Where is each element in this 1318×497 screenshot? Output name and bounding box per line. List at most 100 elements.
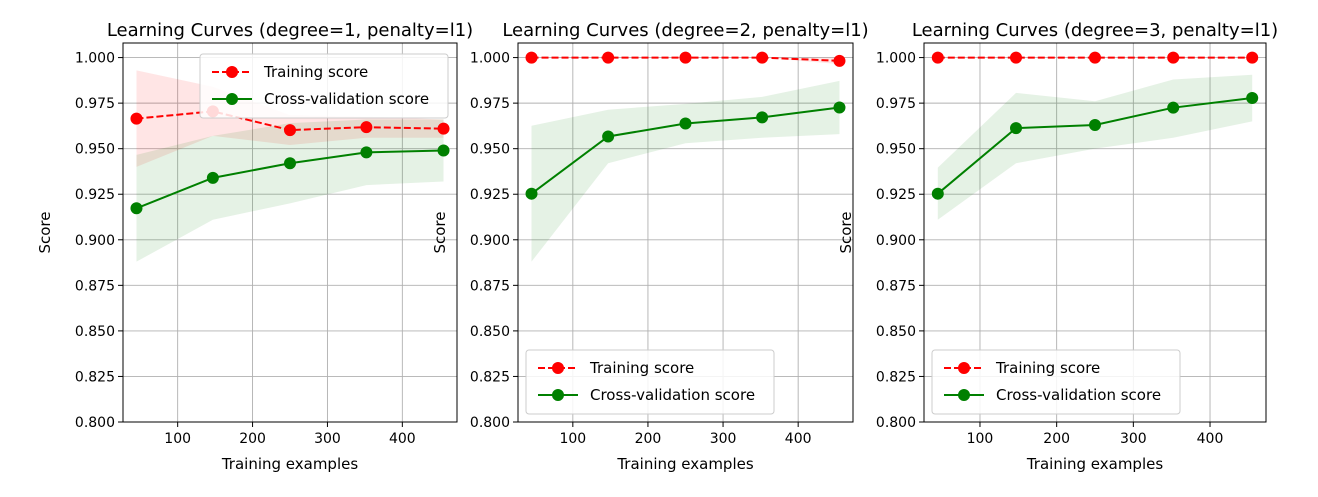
- confidence-band-cv: [937, 74, 1253, 220]
- confidence-band-training: [531, 57, 840, 65]
- y-tick-label: 0.950: [75, 142, 115, 158]
- chart-title: Learning Curves (degree=3, penalty=l1): [912, 20, 1278, 41]
- y-tick-label: 0.800: [75, 415, 115, 431]
- data-point-cv: [284, 157, 296, 170]
- legend: Training score Cross-validation score: [525, 349, 775, 415]
- data-point-training: [1010, 51, 1023, 64]
- data-point-training: [284, 124, 296, 137]
- data-point-training: [756, 51, 769, 64]
- data-point-training: [437, 122, 450, 135]
- legend: Training score Cross-validation score: [931, 349, 1181, 415]
- data-point-training: [833, 54, 846, 67]
- chart-panel-3: 100 200 300 400 0.800 0.825 0.850 0.875 0.900 0.9…: [837, 20, 1278, 473]
- data-point-cv: [679, 117, 692, 130]
- y-tick-label: 1.000: [470, 51, 510, 67]
- x-axis-label: Training examples: [616, 455, 754, 473]
- x-tick-label: 300: [710, 431, 737, 447]
- legend-marker-training: [552, 362, 564, 374]
- legend-marker-training: [958, 362, 970, 374]
- legend: Training score Cross-validation score: [199, 53, 449, 119]
- axes-frame: [122, 42, 458, 423]
- data-point-cv: [756, 111, 769, 124]
- chart-panel-1: 100 200 300 400 0.800 0.825 0.850 0.875 0.900 0.9…: [36, 20, 473, 473]
- y-tick-label: 0.850: [75, 324, 115, 340]
- legend-label-cv: Cross-validation score: [264, 90, 429, 108]
- y-tick-label: 0.900: [470, 233, 510, 249]
- legend-marker-cv: [958, 389, 970, 401]
- legend-label-training: Training score: [589, 359, 694, 377]
- x-tick-label: 200: [239, 431, 266, 447]
- confidence-band-cv: [531, 80, 840, 262]
- data-point-cv: [1010, 122, 1023, 135]
- x-tick-label: 200: [1043, 431, 1070, 447]
- data-point-cv: [931, 187, 944, 200]
- y-tick-label: 1.000: [75, 51, 115, 67]
- x-tick-label: 400: [785, 431, 812, 447]
- data-point-training: [1089, 51, 1101, 64]
- y-tick-label: 0.900: [75, 233, 115, 249]
- y-axis-label: Score: [431, 211, 449, 253]
- y-tick-label: 0.850: [876, 324, 916, 340]
- chart-title: Learning Curves (degree=2, penalty=l1): [502, 20, 868, 41]
- legend-box: [525, 349, 775, 415]
- legend-marker-cv: [552, 389, 564, 401]
- y-tick-label: 0.825: [470, 369, 510, 385]
- y-tick-label: 0.875: [470, 278, 510, 294]
- data-point-training: [931, 51, 944, 64]
- legend-marker-cv: [226, 93, 238, 105]
- axes-frame: [923, 42, 1267, 423]
- x-tick-label: 300: [1120, 431, 1147, 447]
- legend-label-training: Training score: [995, 359, 1100, 377]
- x-tick-label: 300: [314, 431, 341, 447]
- x-tick-label: 100: [164, 431, 191, 447]
- y-tick-label: 0.975: [876, 96, 916, 112]
- y-tick-label: 0.800: [876, 415, 916, 431]
- data-point-cv: [833, 101, 846, 114]
- legend-label-training: Training score: [263, 63, 368, 81]
- data-point-cv: [360, 146, 373, 159]
- y-tick-label: 0.825: [876, 369, 916, 385]
- x-axis-label: Training examples: [221, 455, 359, 473]
- axes-frame: [517, 42, 854, 423]
- y-tick-label: 0.900: [876, 233, 916, 249]
- data-point-training: [1167, 51, 1180, 64]
- data-point-training: [679, 51, 692, 64]
- x-tick-label: 400: [389, 431, 416, 447]
- data-point-cv: [130, 202, 143, 215]
- x-tick-label: 200: [635, 431, 662, 447]
- y-tick-label: 0.800: [470, 415, 510, 431]
- y-tick-label: 0.875: [75, 278, 115, 294]
- data-point-cv: [206, 171, 219, 184]
- y-tick-label: 0.875: [876, 278, 916, 294]
- x-tick-label: 100: [967, 431, 994, 447]
- data-point-training: [1246, 51, 1259, 64]
- data-point-cv: [1246, 92, 1259, 105]
- y-tick-label: 0.950: [876, 142, 916, 158]
- legend-box: [199, 53, 449, 119]
- x-tick-label: 100: [559, 431, 586, 447]
- data-point-cv: [437, 144, 450, 157]
- y-tick-label: 0.850: [470, 324, 510, 340]
- y-tick-label: 0.925: [75, 187, 115, 203]
- legend-marker-training: [226, 66, 238, 78]
- chart-panel-2: 100 200 300 400 0.800 0.825 0.850 0.875 0.900 0.9…: [431, 20, 869, 473]
- data-point-cv: [602, 130, 615, 143]
- data-point-training: [130, 112, 143, 125]
- data-point-cv: [1089, 118, 1101, 131]
- y-tick-label: 0.925: [876, 187, 916, 203]
- data-point-cv: [1167, 101, 1180, 114]
- y-tick-label: 1.000: [876, 51, 916, 67]
- chart-title: Learning Curves (degree=1, penalty=l1): [107, 20, 473, 41]
- x-tick-label: 400: [1197, 431, 1224, 447]
- legend-box: [931, 349, 1181, 415]
- data-point-training: [602, 51, 615, 64]
- y-tick-label: 0.975: [75, 96, 115, 112]
- data-point-cv: [525, 187, 538, 200]
- data-point-training: [360, 121, 373, 134]
- y-tick-label: 0.975: [470, 96, 510, 112]
- y-axis-label: Score: [36, 211, 54, 253]
- data-point-training: [525, 51, 538, 64]
- x-axis-label: Training examples: [1026, 455, 1164, 473]
- legend-label-cv: Cross-validation score: [590, 386, 755, 404]
